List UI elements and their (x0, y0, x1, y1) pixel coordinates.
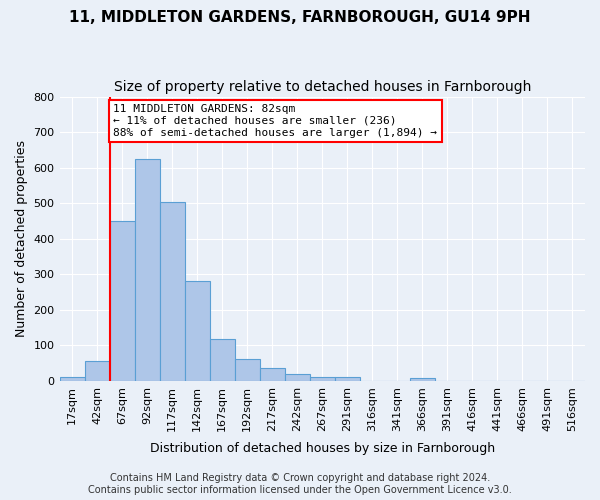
Bar (310, 378, 335, 381)
Bar (235, 359, 260, 381)
Bar (160, 202, 185, 381)
Text: 11, MIDDLETON GARDENS, FARNBOROUGH, GU14 9PH: 11, MIDDLETON GARDENS, FARNBOROUGH, GU14… (69, 10, 531, 25)
Bar (209, 340, 235, 381)
Bar (185, 282, 209, 381)
Y-axis label: Number of detached properties: Number of detached properties (15, 140, 28, 337)
Bar (134, 159, 160, 381)
Text: Contains HM Land Registry data © Crown copyright and database right 2024.
Contai: Contains HM Land Registry data © Crown c… (88, 474, 512, 495)
X-axis label: Distribution of detached houses by size in Farnborough: Distribution of detached houses by size … (150, 442, 495, 455)
Title: Size of property relative to detached houses in Farnborough: Size of property relative to detached ho… (113, 80, 531, 94)
Text: 11 MIDDLETON GARDENS: 82sqm
← 11% of detached houses are smaller (236)
88% of se: 11 MIDDLETON GARDENS: 82sqm ← 11% of det… (113, 104, 437, 138)
Bar (85, 362, 110, 381)
Bar (335, 378, 360, 381)
Bar (410, 378, 435, 381)
Bar (59, 376, 85, 381)
Bar (260, 368, 285, 381)
Bar (285, 374, 310, 381)
Bar (110, 221, 134, 381)
